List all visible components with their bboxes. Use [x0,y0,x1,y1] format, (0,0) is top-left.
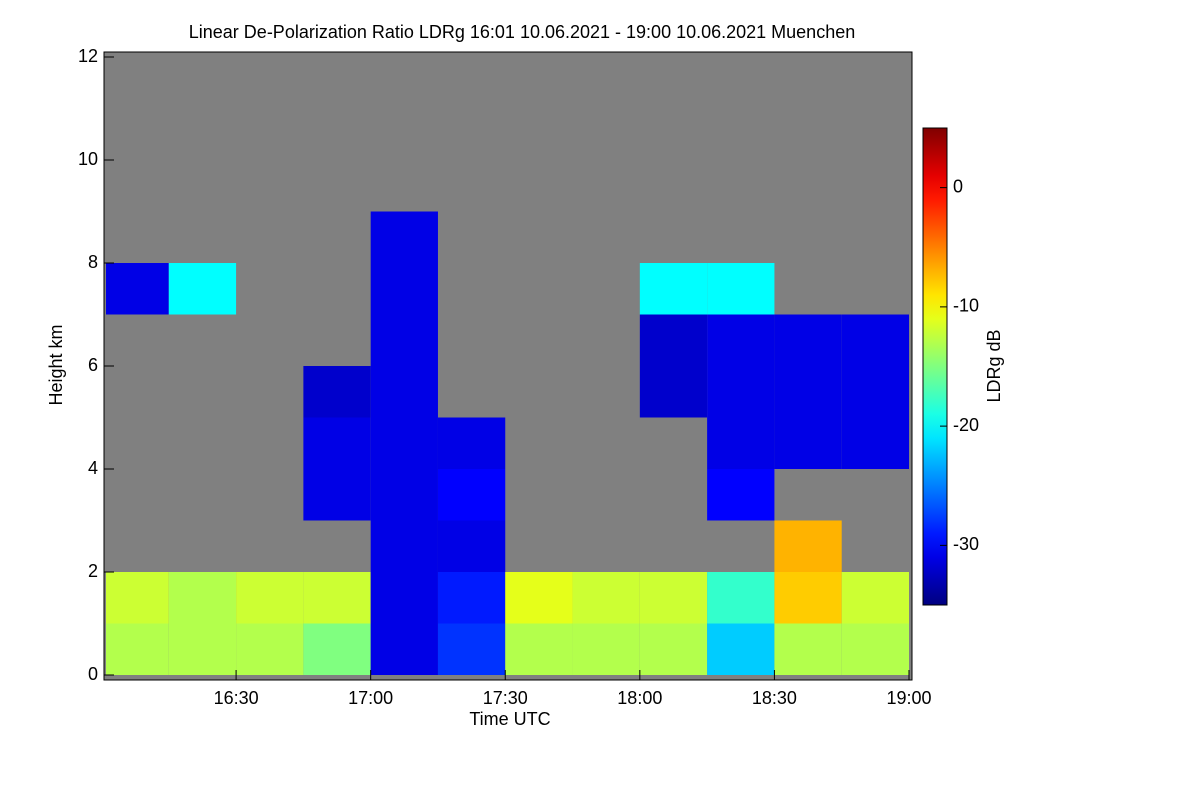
heatmap-cell [236,572,304,624]
heatmap-cell [437,417,506,469]
heatmap-cell [707,417,775,469]
heatmap-cell [168,623,237,675]
heatmap-cell [106,572,169,624]
heatmap-cell [168,572,237,624]
heatmap-cell [639,572,708,624]
heatmap-cell [370,366,438,418]
heatmap-cell [841,366,909,418]
heatmap-cell [303,469,371,521]
heatmap-cell [370,572,438,624]
heatmap-cell [370,623,438,675]
x-axis-label: Time UTC [469,709,550,729]
heatmap-cell [639,366,708,418]
heatmap-cell [437,520,506,572]
heatmap-cell [370,520,438,572]
x-tick-label: 17:30 [483,688,528,708]
x-tick-label: 18:30 [752,688,797,708]
x-tick-label: 17:00 [348,688,393,708]
heatmap-cell [774,572,842,624]
y-axis-label: Height km [46,324,66,405]
heatmap-cell [505,623,573,675]
colorbar-tick-label: -30 [953,534,979,554]
heatmap-cell [774,366,842,418]
heatmap-cell [774,417,842,469]
heatmap-cell [437,469,506,521]
heatmap-cell [841,623,909,675]
colorbar [922,127,948,606]
heatmap-cell [774,314,842,366]
heatmap-cell [168,263,237,315]
heatmap-cell [572,623,640,675]
heatmap-cell [106,623,169,675]
heatmap-cell [774,623,842,675]
heatmap-cell [841,417,909,469]
heatmap-cell [370,417,438,469]
y-tick-label: 0 [88,664,98,684]
heatmap-cell [572,572,640,624]
colorbar-tick-label: -20 [953,415,979,435]
heatmap-cell [505,572,573,624]
y-tick-label: 6 [88,355,98,375]
heatmap-cell [303,572,371,624]
heatmap-cell [774,520,842,572]
heatmap-cell [303,417,371,469]
heatmap-cell [106,263,169,315]
heatmap-cell [707,572,775,624]
heatmap-cell [236,623,304,675]
colorbar-tick-label: -10 [953,296,979,316]
heatmap-cell [707,469,775,521]
heatmap-cell [370,469,438,521]
heatmap-cell [841,572,909,624]
heatmap-cell [841,314,909,366]
heatmap-cell [370,211,438,263]
heatmap-cell [639,263,708,315]
x-tick-label: 16:30 [214,688,259,708]
heatmap-cell [370,263,438,315]
heatmap-cell [707,314,775,366]
heatmap-cell [639,623,708,675]
x-tick-label: 18:00 [617,688,662,708]
heatmap-cell [707,263,775,315]
y-tick-label: 10 [78,149,98,169]
x-tick-label: 19:00 [886,688,931,708]
y-tick-label: 2 [88,561,98,581]
heatmap-cell [437,623,506,675]
colorbar-tick-label: 0 [953,176,963,196]
heatmap-cell [639,314,708,366]
chart-title: Linear De-Polarization Ratio LDRg 16:01 … [189,22,855,42]
y-tick-label: 4 [88,458,98,478]
heatmap-cell [370,314,438,366]
heatmap-cell [707,366,775,418]
colorbar-label: LDRg dB [984,329,1004,402]
heatmap-cell [303,366,371,418]
y-tick-label: 12 [78,46,98,66]
heatmap-cell [437,572,506,624]
y-tick-label: 8 [88,252,98,272]
heatmap-cell [707,623,775,675]
heatmap-cell [303,623,371,675]
